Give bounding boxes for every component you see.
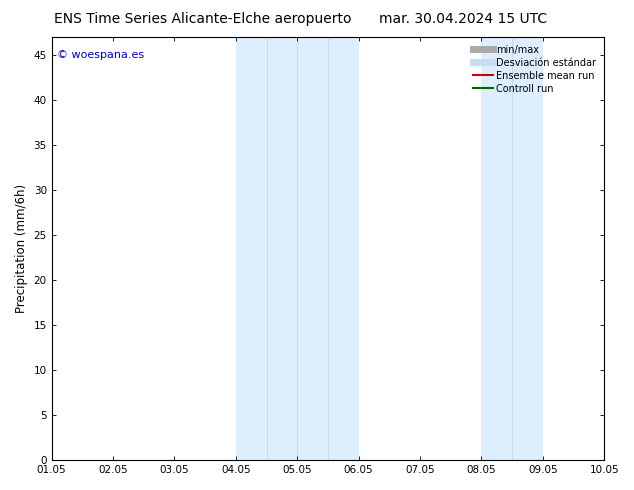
Legend: min/max, Desviación estándar, Ensemble mean run, Controll run: min/max, Desviación estándar, Ensemble m… (470, 42, 599, 97)
Bar (481, 37, 543, 460)
Bar (297, 37, 359, 460)
Bar (236, 37, 297, 460)
Text: mar. 30.04.2024 15 UTC: mar. 30.04.2024 15 UTC (378, 12, 547, 26)
Text: ENS Time Series Alicante-Elche aeropuerto: ENS Time Series Alicante-Elche aeropuert… (54, 12, 352, 26)
Text: © woespana.es: © woespana.es (57, 50, 145, 60)
Y-axis label: Precipitation (mm/6h): Precipitation (mm/6h) (15, 184, 28, 313)
